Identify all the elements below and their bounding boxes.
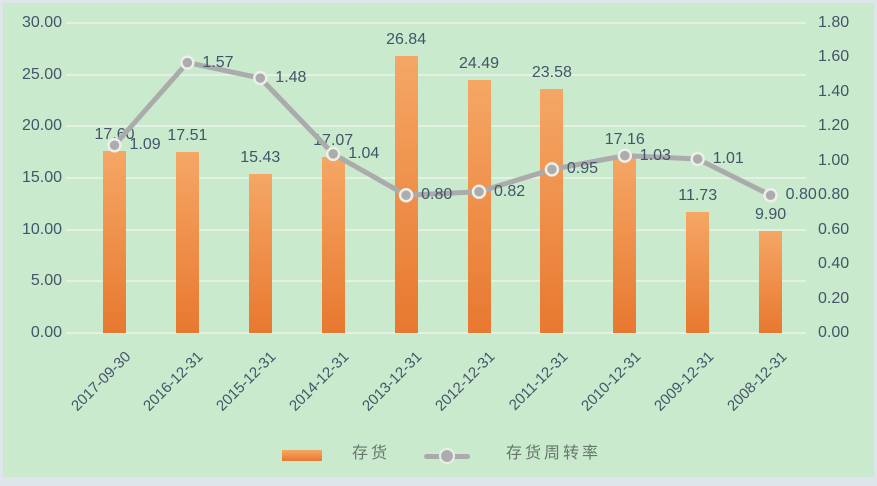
y-axis-right-tick-label: 1.00 bbox=[818, 151, 850, 169]
y-axis-left-tick-label: 15.00 bbox=[21, 169, 62, 186]
y-axis-left-tick-label: 0.00 bbox=[30, 324, 62, 341]
line-value-label: 1.03 bbox=[639, 146, 671, 164]
y-axis-left-tick-label: 20.00 bbox=[21, 117, 62, 135]
bar-inventory bbox=[321, 156, 345, 333]
line-value-label: 0.80 bbox=[785, 186, 817, 204]
bar-value-label: 9.90 bbox=[755, 205, 787, 223]
bar-value-label: 23.58 bbox=[531, 64, 572, 82]
y-axis-right-tick-label: 1.80 bbox=[818, 14, 850, 31]
line-value-label: 1.04 bbox=[348, 144, 380, 162]
y-axis-left-tick-label: 10.00 bbox=[21, 220, 62, 238]
line-value-label: 0.80 bbox=[421, 186, 453, 204]
bar-inventory bbox=[540, 89, 564, 333]
bar-inventory bbox=[759, 230, 783, 333]
legend-label-turnover: 存货周转率 bbox=[506, 445, 602, 462]
y-axis-right-tick-label: 0.60 bbox=[818, 220, 850, 238]
y-axis-left-tick-label: 25.00 bbox=[21, 65, 62, 83]
bar-inventory bbox=[394, 55, 418, 333]
gridline bbox=[66, 332, 806, 334]
bar-inventory bbox=[686, 211, 710, 333]
y-axis-right-tick-label: 0.20 bbox=[818, 289, 850, 307]
line-value-label: 1.57 bbox=[202, 53, 234, 71]
bar-value-label: 26.84 bbox=[386, 30, 427, 48]
bar-inventory bbox=[175, 152, 199, 333]
y-axis-left-tick-label: 30.00 bbox=[21, 14, 62, 31]
bar-inventory bbox=[248, 173, 272, 333]
line-value-label: 1.48 bbox=[275, 69, 307, 87]
y-axis-right-tick-label: 1.40 bbox=[818, 82, 850, 100]
bar-inventory bbox=[467, 79, 491, 333]
legend-line-marker-icon bbox=[439, 448, 455, 464]
y-axis-right-tick-label: 0.40 bbox=[818, 255, 850, 273]
y-axis-right-tick-label: 0.00 bbox=[818, 324, 850, 341]
gridline bbox=[66, 22, 806, 24]
gridline bbox=[66, 228, 806, 231]
y-axis-right-tick-label: 1.20 bbox=[818, 117, 850, 135]
bar-value-label: 11.73 bbox=[678, 186, 718, 204]
gridline bbox=[66, 280, 806, 283]
y-axis-right-tick-label: 0.80 bbox=[818, 186, 850, 204]
line-value-label: 1.01 bbox=[712, 150, 744, 168]
gridline bbox=[66, 73, 806, 76]
y-axis-right-tick-label: 1.60 bbox=[818, 48, 850, 66]
line-value-label: 0.95 bbox=[566, 160, 599, 178]
legend-label-inventory: 存货 bbox=[352, 445, 391, 462]
bar-inventory bbox=[103, 151, 126, 333]
legend-bar-swatch bbox=[282, 450, 322, 461]
y-axis-left-tick-label: 5.00 bbox=[30, 272, 62, 290]
bar-inventory bbox=[613, 155, 637, 333]
line-value-label: 1.09 bbox=[129, 136, 161, 154]
line-value-label: 0.82 bbox=[494, 182, 526, 200]
